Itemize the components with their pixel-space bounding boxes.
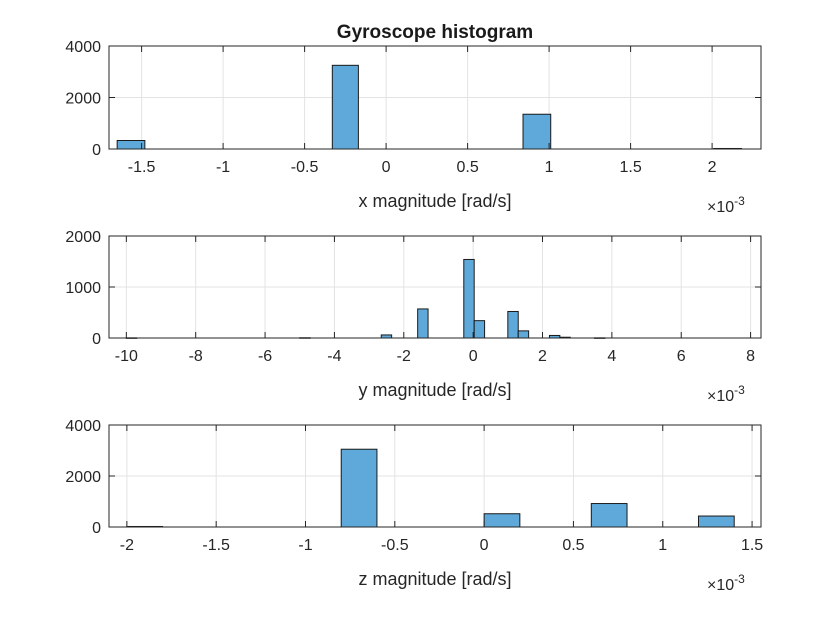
x-tick-label: 4 (607, 348, 616, 365)
x-exponent-base: ×10 (707, 577, 734, 594)
x-tick-label: 0 (382, 159, 391, 176)
x-axis-label: y magnitude [rad/s] (358, 380, 511, 400)
histogram-bar (517, 330, 530, 339)
x-tick-label: -1 (298, 537, 312, 554)
x-tick-label: -1.5 (202, 537, 230, 554)
x-tick-label: 1 (545, 159, 554, 176)
x-tick-label: -2 (397, 348, 411, 365)
histogram-bar (697, 515, 735, 528)
histogram-bar (331, 64, 359, 150)
x-tick-label: 6 (677, 348, 686, 365)
x-axis-label: z magnitude [rad/s] (358, 569, 511, 589)
x-tick-label: -2 (120, 537, 134, 554)
y-tick-label: 4000 (65, 418, 101, 435)
histogram-panel-3: -2 -1.5 -1 -0.5 0 0.5 1 1.5 0 2000 4000 z magnitude… (65, 418, 763, 594)
x-tick-label: 1.5 (619, 159, 641, 176)
x-tick-label: -6 (258, 348, 272, 365)
x-tick-label: -0.5 (381, 537, 409, 554)
histogram-bar (483, 513, 521, 528)
histogram-bar (463, 258, 475, 339)
x-tick-label: 1.5 (741, 537, 763, 554)
y-tick-label: 1000 (65, 280, 101, 297)
x-tick-label: 8 (746, 348, 755, 365)
histogram-panel-2: -10 -8 -6 -4 -2 0 2 4 6 8 0 1000 2000 y magnitude [ra… (65, 229, 762, 405)
histogram-bar (522, 113, 552, 150)
x-tick-label: -1 (216, 159, 230, 176)
x-tick-label: 0 (469, 348, 478, 365)
x-tick-label: 1 (658, 537, 667, 554)
y-tick-label: 0 (92, 331, 101, 348)
x-exponent-power: -3 (734, 572, 745, 586)
x-exponent-label: ×10-3 (707, 194, 745, 216)
y-tick-label: 0 (92, 142, 101, 159)
x-tick-label: -10 (115, 348, 138, 365)
x-axis-label: x magnitude [rad/s] (358, 191, 511, 211)
histogram-bar (507, 310, 519, 339)
x-tick-label: 0 (480, 537, 489, 554)
histogram-bar (417, 308, 429, 339)
y-tick-label: 4000 (65, 39, 101, 56)
figure-title: Gyroscope histogram (337, 22, 533, 43)
x-exponent-power: -3 (734, 383, 745, 397)
y-tick-label: 2000 (65, 91, 101, 108)
histogram-panel-1: -1.5 -1 -0.5 0 0.5 1 1.5 2 0 2000 4000 x magnitude … (65, 39, 762, 216)
y-tick-label: 2000 (65, 469, 101, 486)
histogram-bar (116, 140, 146, 150)
x-tick-label: 2 (538, 348, 547, 365)
x-tick-label: -4 (327, 348, 341, 365)
x-exponent-label: ×10-3 (707, 383, 745, 405)
histogram-bar (590, 503, 628, 528)
x-exponent-power: -3 (734, 194, 745, 208)
histogram-bar (340, 448, 378, 528)
x-exponent-base: ×10 (707, 199, 734, 216)
x-tick-label: -1.5 (128, 159, 156, 176)
x-exponent-label: ×10-3 (707, 572, 745, 594)
x-exponent-base: ×10 (707, 388, 734, 405)
y-tick-label: 2000 (65, 229, 101, 246)
x-tick-label: 0.5 (562, 537, 584, 554)
y-tick-label: 0 (92, 520, 101, 537)
x-tick-label: -8 (189, 348, 203, 365)
x-tick-label: 0.5 (456, 159, 478, 176)
x-tick-label: 2 (708, 159, 717, 176)
histogram-bar (473, 320, 486, 339)
x-tick-label: -0.5 (291, 159, 319, 176)
